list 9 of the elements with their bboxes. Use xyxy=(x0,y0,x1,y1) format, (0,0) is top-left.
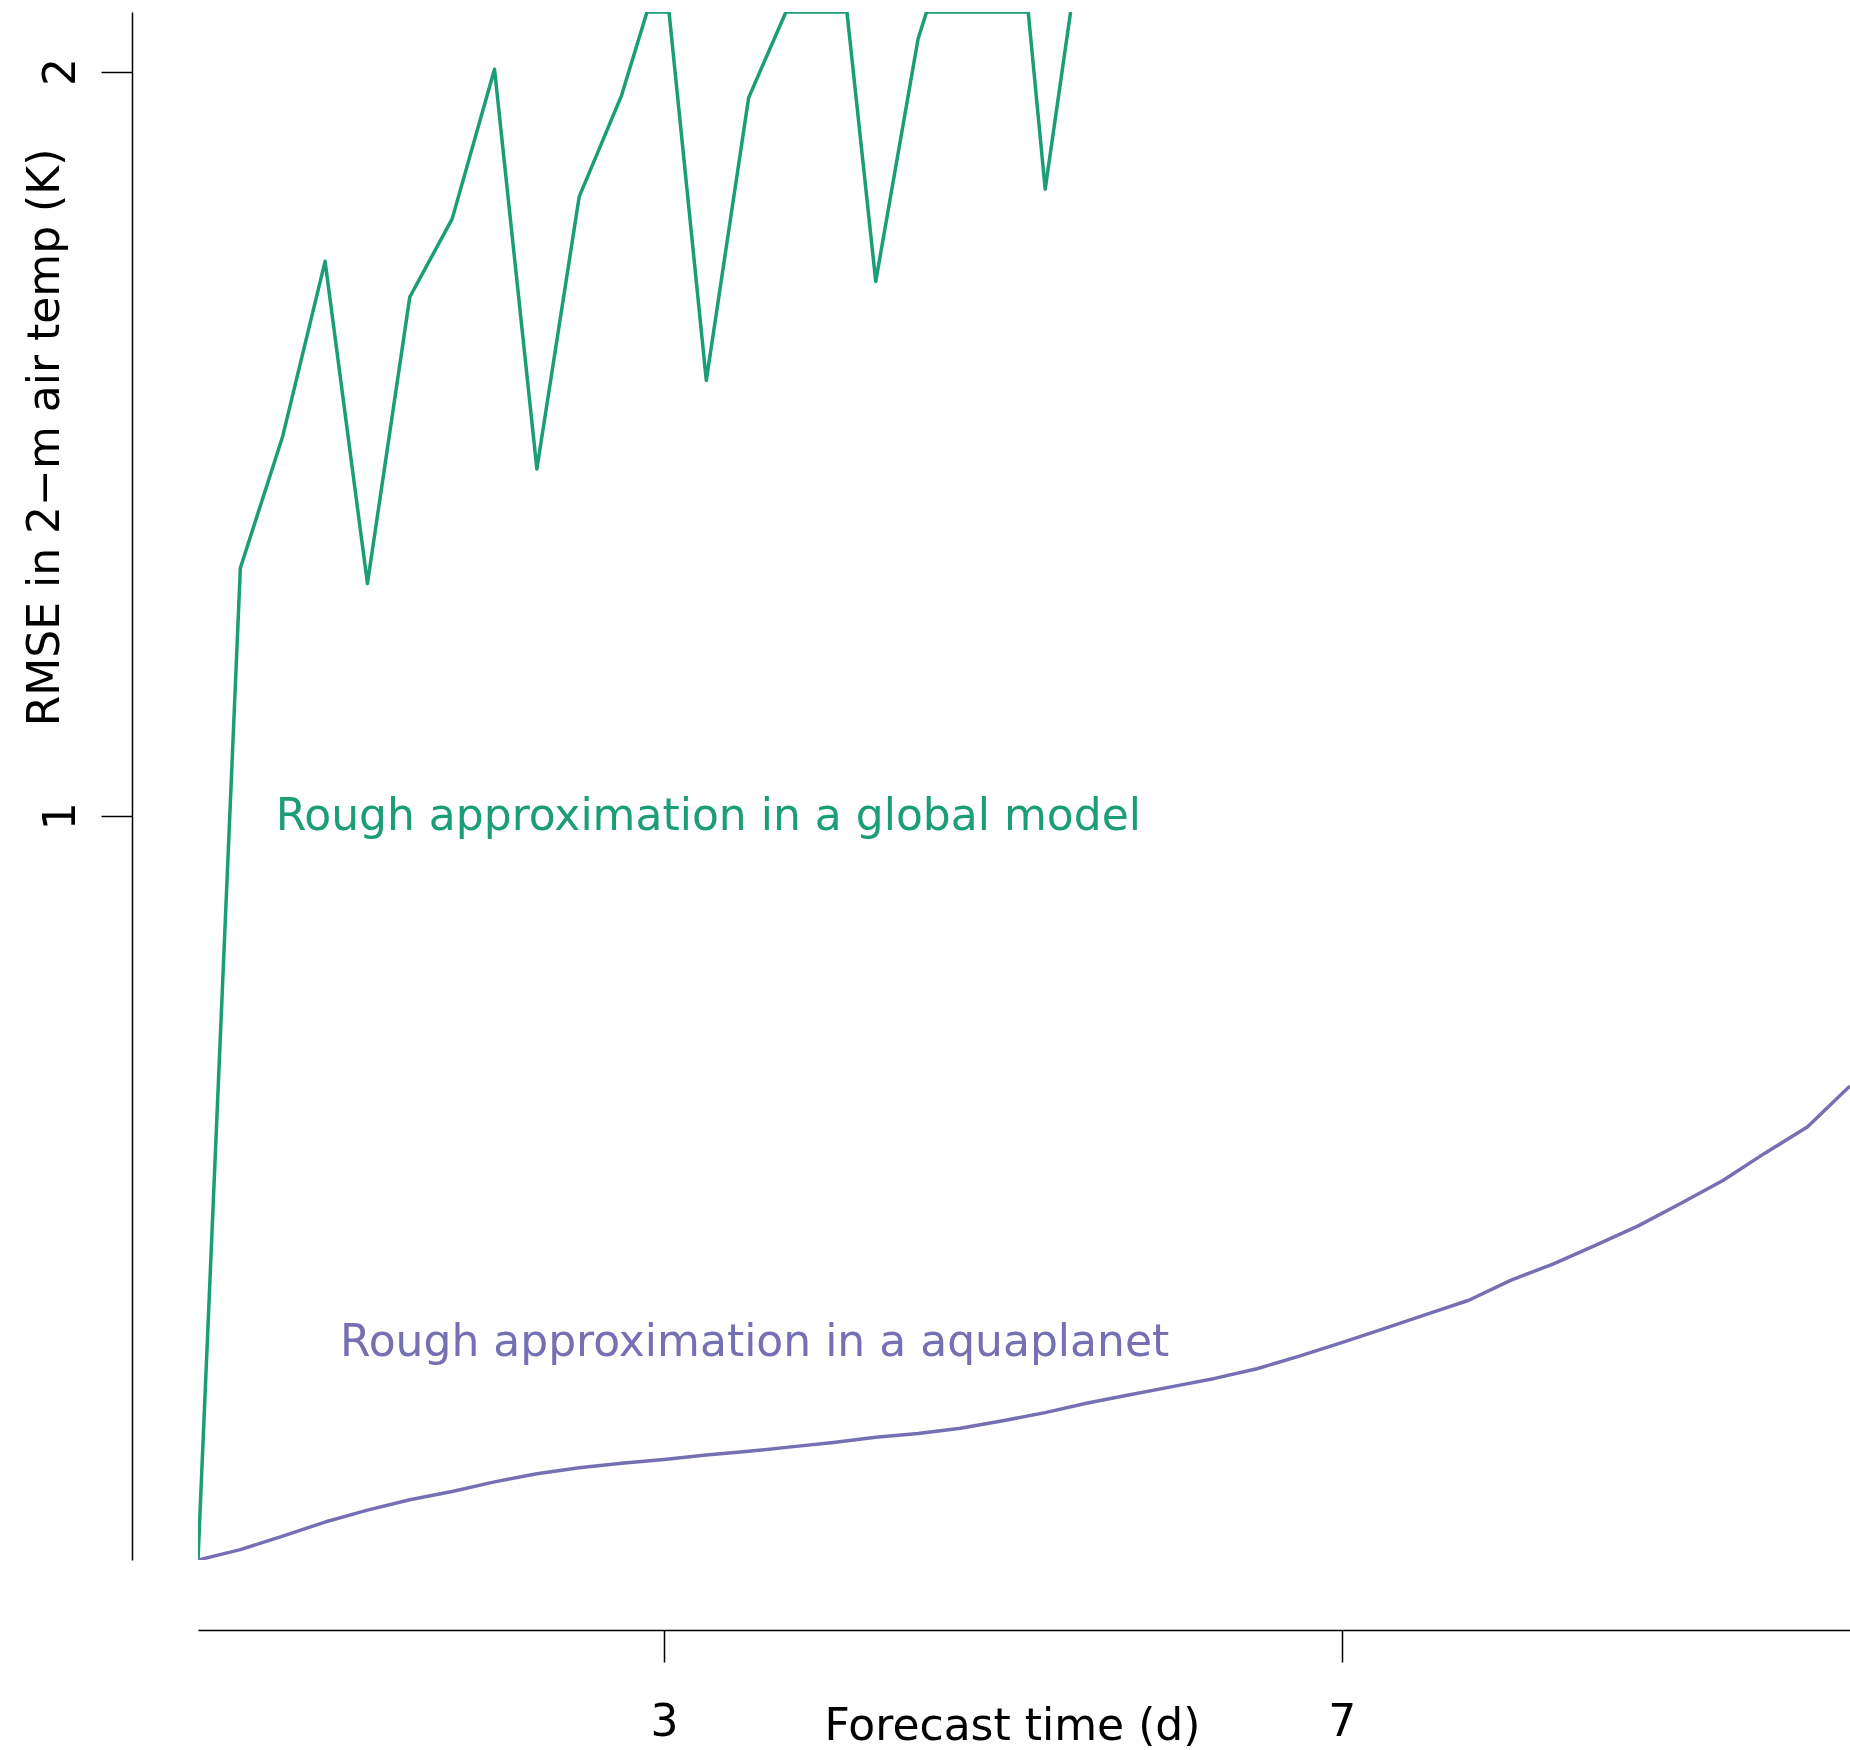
line-series xyxy=(198,1084,1850,1560)
y-tick-label: 1 xyxy=(33,802,85,831)
y-axis-title: RMSE in 2−m air temp (K) xyxy=(17,148,69,727)
x-axis-title: Forecast time (d) xyxy=(824,1698,1201,1750)
x-tick-label: 7 xyxy=(1328,1694,1357,1746)
x-tick-label: 3 xyxy=(650,1694,679,1746)
series-label: Rough approximation in a global model xyxy=(275,788,1141,840)
y-tick-label: 2 xyxy=(33,58,85,87)
series-label: Rough approximation in a aquaplanet xyxy=(340,1315,1170,1367)
